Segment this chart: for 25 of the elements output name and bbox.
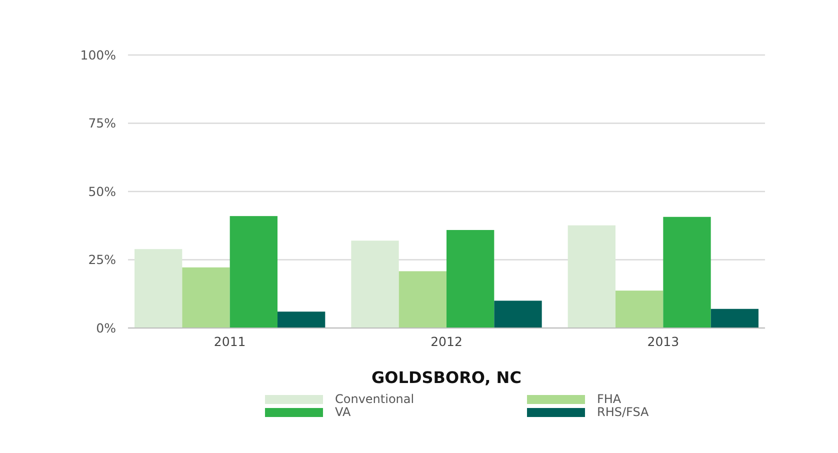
legend-label: FHA bbox=[597, 392, 622, 406]
legend-label: VA bbox=[335, 405, 352, 419]
x-tick-label: 2013 bbox=[647, 334, 680, 349]
bar bbox=[568, 225, 616, 328]
x-tick-label: 2011 bbox=[214, 334, 246, 349]
bar bbox=[182, 267, 230, 328]
y-tick-label: 0% bbox=[96, 320, 116, 336]
bar bbox=[494, 300, 542, 328]
bar bbox=[278, 312, 326, 328]
bar bbox=[351, 240, 399, 328]
y-tick-label: 50% bbox=[88, 184, 116, 199]
legend-label: RHS/FSA bbox=[597, 405, 650, 419]
y-tick-label: 100% bbox=[80, 47, 116, 62]
bar bbox=[398, 271, 446, 328]
bar bbox=[616, 290, 664, 328]
bar bbox=[446, 230, 494, 328]
y-tick-label: 75% bbox=[88, 116, 116, 131]
bar bbox=[710, 308, 758, 328]
bar bbox=[134, 249, 182, 328]
legend-label: Conventional bbox=[335, 392, 414, 406]
y-tick-label: 25% bbox=[88, 252, 116, 268]
bar bbox=[663, 216, 711, 328]
bar bbox=[230, 216, 278, 328]
x-axis-title: GOLDSBORO, NC bbox=[372, 368, 522, 387]
x-tick-label: 2012 bbox=[430, 334, 462, 349]
